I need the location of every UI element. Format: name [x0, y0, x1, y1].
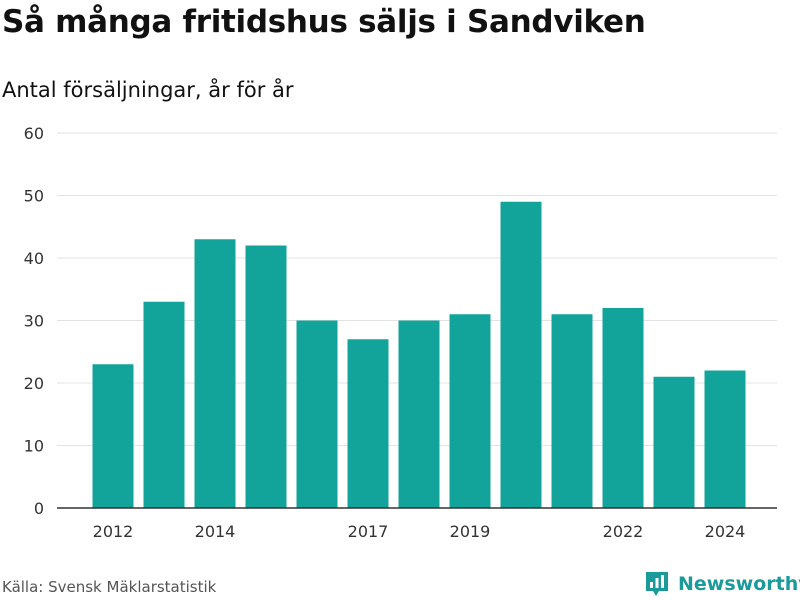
x-tick-label: 2012 — [93, 522, 134, 541]
y-tick-label: 50 — [24, 187, 44, 206]
bar-2014 — [194, 239, 236, 508]
y-tick-label: 30 — [24, 312, 44, 331]
y-tick-label: 60 — [24, 124, 44, 143]
brand: Newsworthy — [644, 568, 800, 600]
x-tick-label: 2017 — [348, 522, 389, 541]
y-tick-label: 20 — [24, 374, 44, 393]
source-note: Källa: Svensk Mäklarstatistik — [2, 578, 217, 596]
bar-2024 — [704, 370, 746, 508]
bar-2013 — [143, 301, 185, 508]
bar-2012 — [92, 364, 134, 508]
y-tick-label: 40 — [24, 249, 44, 268]
bar-2017 — [347, 339, 389, 508]
bar-2023 — [653, 376, 695, 508]
bar-2022 — [602, 308, 644, 508]
x-tick-label: 2022 — [603, 522, 644, 541]
bar-2019 — [449, 314, 491, 508]
bar-2015 — [245, 245, 287, 508]
y-tick-label: 10 — [24, 437, 44, 456]
bar-2018 — [398, 320, 440, 508]
bar-2021 — [551, 314, 593, 508]
bar-2016 — [296, 320, 338, 508]
x-tick-label: 2024 — [705, 522, 746, 541]
y-tick-label: 0 — [34, 499, 44, 518]
bar-chart: 0 10 20 30 40 50 60 2012 2014 2017 2019 2022 2024 — [24, 124, 777, 541]
brand-name: Newsworthy — [678, 573, 800, 595]
bar-2020 — [500, 201, 542, 508]
x-tick-label: 2019 — [450, 522, 491, 541]
chart-subtitle: Antal försäljningar, år för år — [2, 78, 294, 102]
x-tick-label: 2014 — [195, 522, 236, 541]
bar-chart-logo-icon — [646, 572, 668, 596]
chart-title: Så många fritidshus säljs i Sandviken — [2, 4, 646, 40]
